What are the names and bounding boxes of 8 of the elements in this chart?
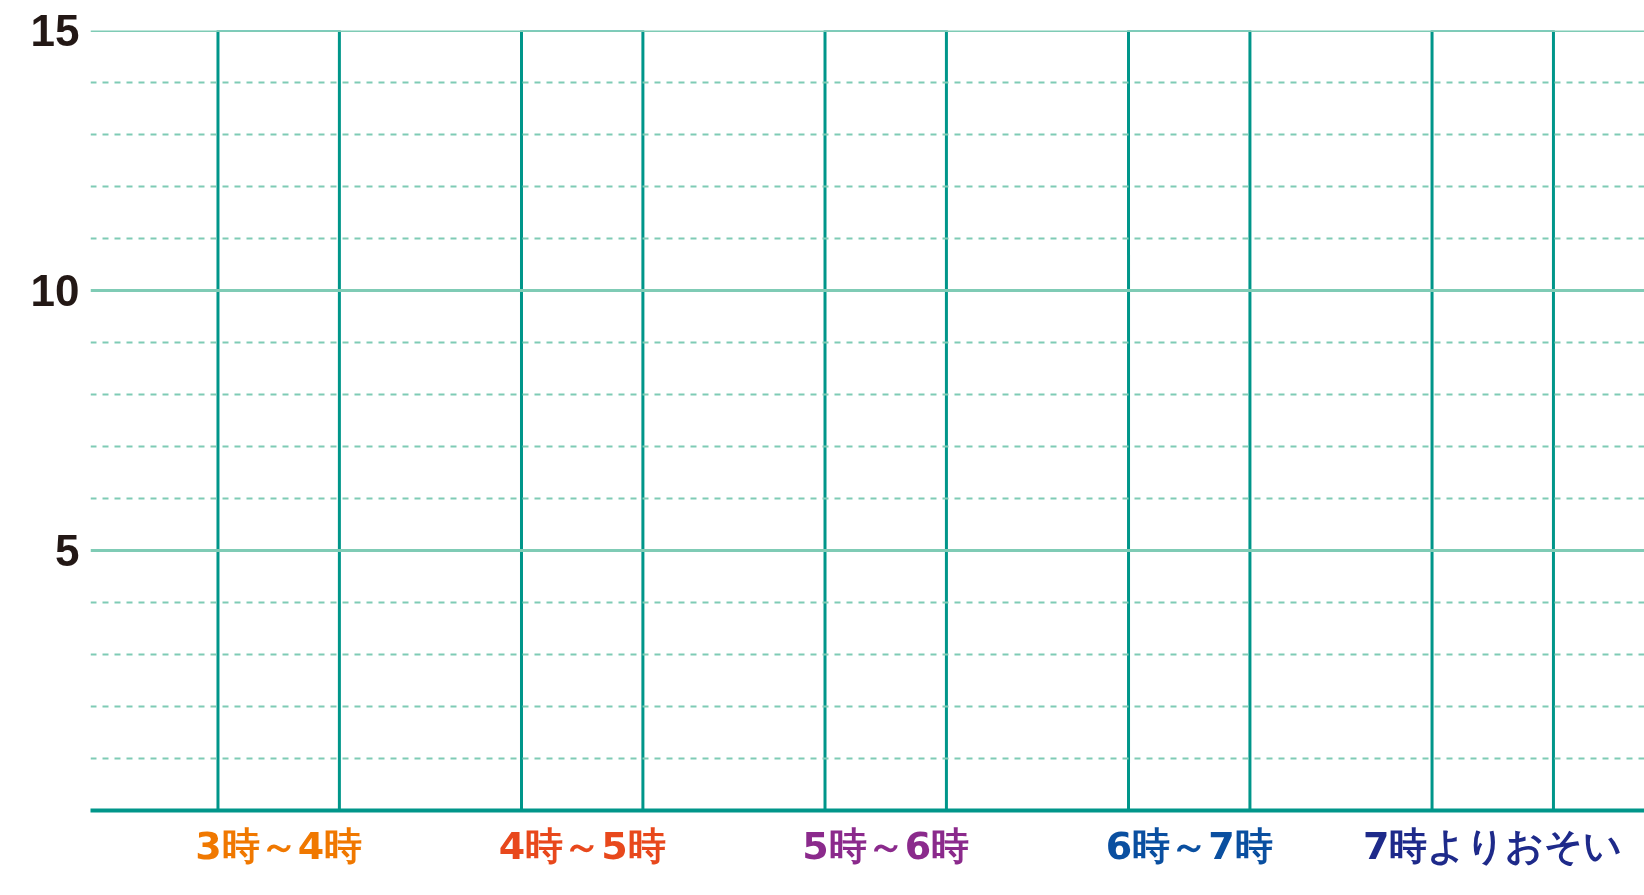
x-tick-label: 6時～7時 — [1105, 824, 1273, 868]
x-tick-label: 5時～6時 — [802, 824, 970, 868]
y-tick-label: 10 — [30, 266, 80, 315]
x-tick-label: 4時～5時 — [498, 824, 666, 868]
y-tick-label: 5 — [55, 526, 80, 575]
x-tick-label: 7時よりおそい — [1363, 824, 1623, 868]
x-tick-label: 3時～4時 — [195, 824, 363, 868]
y-tick-label: 15 — [30, 6, 80, 55]
